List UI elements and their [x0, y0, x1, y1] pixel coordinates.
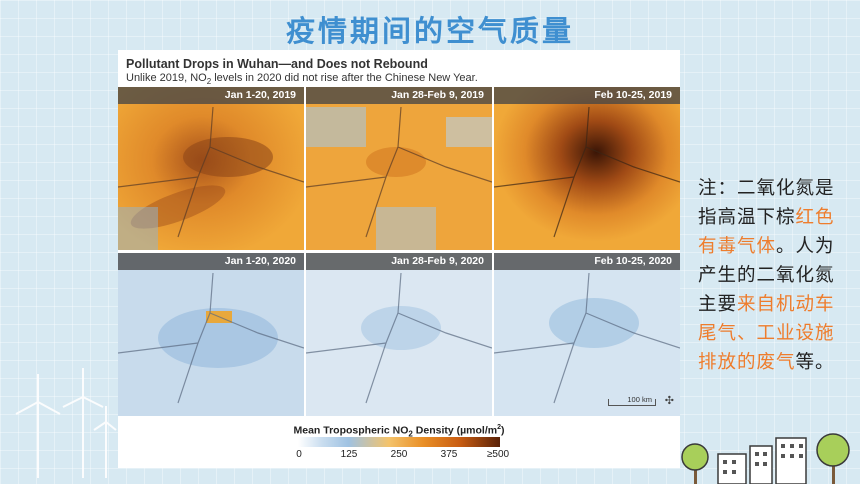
- map-panel-2019-1: Jan 1-20, 2019: [118, 87, 304, 250]
- legend-tick: ≥500: [486, 449, 510, 460]
- legend-title: Mean Tropospheric NO2 Density (µmol/m2): [293, 424, 505, 439]
- map-panel-2019-3: Feb 10-25, 2019: [494, 87, 680, 250]
- scale-bar: [608, 399, 656, 406]
- no2-note: 注：二氧化氮是指高温下棕红色有毒气体。人为产生的二氧化氮主要来自机动车尾气、工业…: [698, 178, 835, 373]
- scale-label: 100 km: [627, 395, 652, 404]
- legend-tick: 250: [390, 449, 408, 460]
- north-arrow-icon: ✣: [664, 394, 674, 407]
- panel-label: Jan 28-Feb 9, 2020: [306, 253, 492, 270]
- map-panel-2020-3: Feb 10-25, 2020 100 km ✣: [494, 253, 680, 416]
- slide-title: 疫情期间的空气质量: [285, 14, 574, 48]
- legend-tick: 125: [340, 449, 358, 460]
- map-panel-2020-1: Jan 1-20, 2020: [118, 253, 304, 416]
- map-panel-2020-2: Jan 28-Feb 9, 2020: [306, 253, 492, 416]
- no2-figure: Pollutant Drops in Wuhan—and Does not Re…: [118, 50, 680, 468]
- panel-label: Feb 10-25, 2020: [494, 253, 680, 270]
- legend-color-bar: [298, 437, 500, 447]
- figure-subtitle: Unlike 2019, NO2 levels in 2020 did not …: [126, 72, 478, 87]
- panel-label: Jan 1-20, 2020: [118, 253, 304, 270]
- legend-tick: 375: [440, 449, 458, 460]
- legend-tick: 0: [296, 449, 302, 460]
- map-panel-2019-2: Jan 28-Feb 9, 2019: [306, 87, 492, 250]
- city-trees-icon: [681, 433, 850, 484]
- panel-label: Jan 28-Feb 9, 2019: [306, 87, 492, 104]
- figure-title: Pollutant Drops in Wuhan—and Does not Re…: [126, 57, 428, 71]
- panel-label: Jan 1-20, 2019: [118, 87, 304, 104]
- wind-turbine-icon: [15, 368, 117, 478]
- note-highlight: 来自机动车尾气、工业设施排放的废气: [698, 294, 835, 373]
- note-highlight: 红色有毒气体: [698, 207, 835, 257]
- panel-label: Feb 10-25, 2019: [494, 87, 680, 104]
